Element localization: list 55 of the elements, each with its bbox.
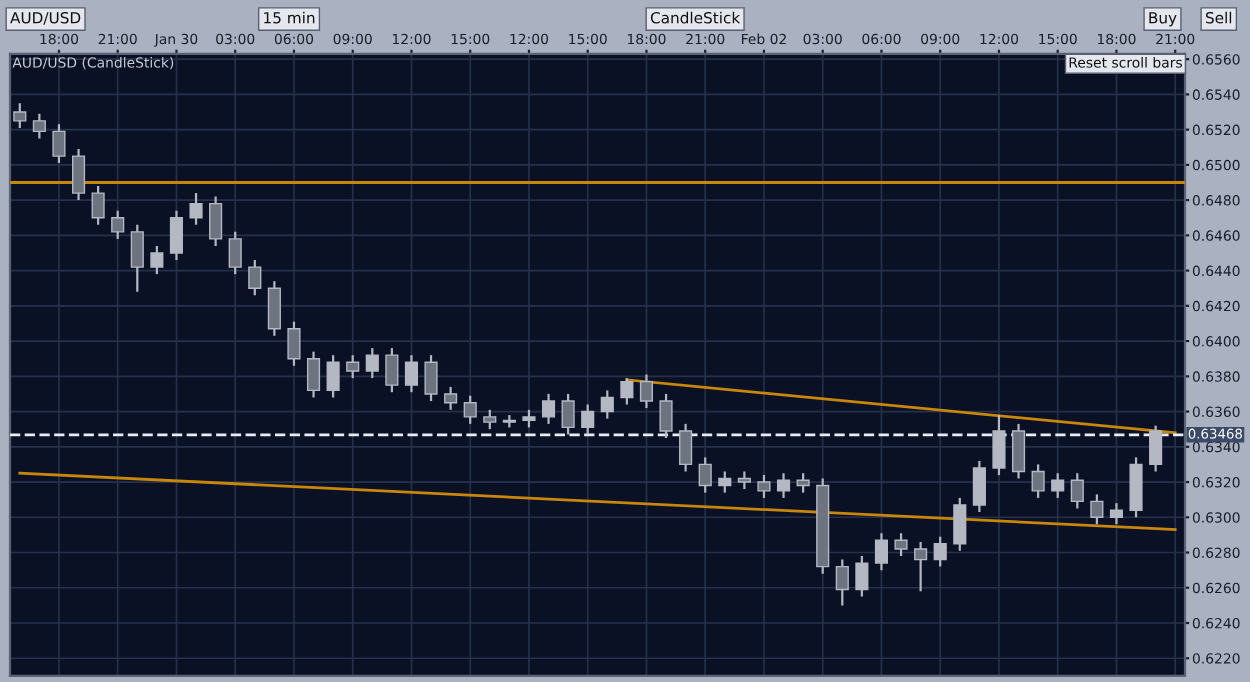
candlestick	[424, 354, 438, 403]
candlestick	[933, 535, 947, 568]
candlestick	[32, 112, 46, 140]
candlestick	[483, 408, 497, 431]
candlestick	[111, 209, 125, 240]
candlestick	[52, 123, 66, 165]
candlestick	[346, 354, 360, 380]
candlestick	[776, 472, 791, 500]
candlestick	[796, 472, 810, 494]
candlestick	[91, 184, 105, 226]
candlestick	[169, 209, 184, 262]
candlestick	[1129, 456, 1143, 519]
candlestick	[855, 554, 869, 598]
candlestick	[620, 376, 634, 406]
candlestick	[992, 413, 1006, 477]
candlestick	[1011, 422, 1026, 480]
candlestick	[1090, 493, 1104, 526]
candlestick	[698, 456, 712, 494]
candlestick	[228, 230, 242, 276]
candlestick	[1070, 472, 1084, 510]
candlestick	[1149, 424, 1163, 473]
candlestick	[306, 350, 321, 399]
candlestick	[444, 385, 458, 411]
candlestick	[894, 532, 908, 558]
candlestick	[561, 392, 575, 436]
candlestick	[581, 403, 595, 436]
candlestick	[659, 392, 673, 440]
candlestick	[326, 354, 340, 399]
candlestick	[463, 394, 477, 426]
candlestick	[914, 540, 928, 593]
candlestick	[404, 354, 419, 394]
candlestick	[1031, 463, 1045, 500]
candlestick	[71, 147, 86, 202]
candlestick	[953, 496, 967, 552]
candlestick	[1051, 472, 1065, 500]
candlestick	[130, 223, 144, 293]
candlestick	[13, 102, 27, 129]
candlestick	[248, 258, 262, 297]
candlestick	[385, 347, 399, 394]
candlestick	[835, 558, 849, 607]
candlestick	[150, 244, 164, 276]
candlestick	[679, 422, 693, 473]
candlestick	[718, 470, 732, 494]
candlestick	[1109, 502, 1124, 526]
candlestick	[639, 373, 654, 410]
candlestick	[287, 320, 301, 367]
candlestick	[972, 459, 986, 514]
candlestick	[267, 280, 281, 337]
candlestick	[209, 195, 223, 248]
candlestick	[874, 532, 889, 572]
candlestick	[365, 347, 379, 380]
candlestick	[600, 389, 614, 420]
candlestick	[541, 392, 556, 426]
candlestick	[757, 473, 771, 500]
candlestick	[189, 191, 203, 226]
